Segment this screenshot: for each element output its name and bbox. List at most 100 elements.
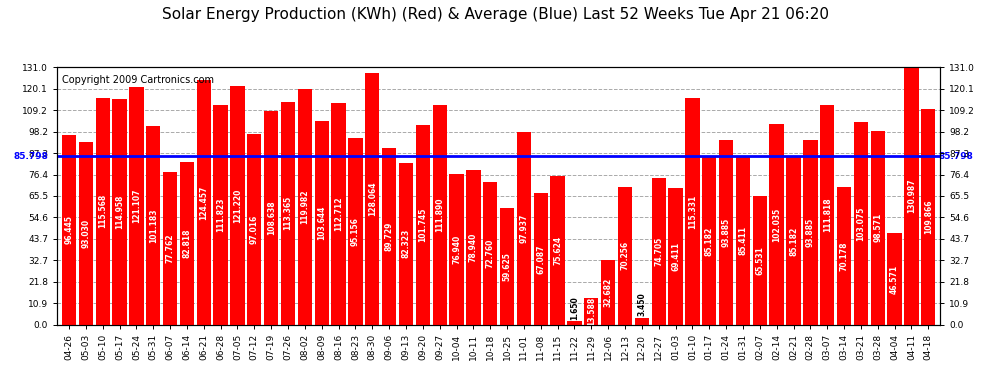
Bar [197,80,211,325]
Text: 96.445: 96.445 [64,216,73,244]
Bar [517,132,531,325]
Text: 95.156: 95.156 [350,217,360,246]
Bar [416,125,430,325]
Bar [449,174,463,325]
Text: 119.982: 119.982 [300,190,310,224]
Text: 101.183: 101.183 [148,208,157,243]
Bar [163,172,177,325]
Bar [399,163,413,325]
Bar [281,102,295,325]
Bar [113,99,127,325]
Text: 67.087: 67.087 [537,244,545,273]
Bar [736,157,750,325]
Bar [803,140,818,325]
Text: 85.182: 85.182 [705,226,714,256]
Text: 75.624: 75.624 [553,236,562,265]
Text: 114.958: 114.958 [115,195,124,229]
Bar [382,148,396,325]
Bar [769,124,784,325]
Bar [837,187,851,325]
Text: 82.818: 82.818 [182,229,191,258]
Bar [702,157,717,325]
Text: 93.885: 93.885 [806,218,815,247]
Bar [264,111,278,325]
Bar [584,298,599,325]
Text: 77.762: 77.762 [165,234,174,263]
Text: 97.016: 97.016 [249,215,258,244]
Text: 85.182: 85.182 [789,226,798,256]
Text: Copyright 2009 Cartronics.com: Copyright 2009 Cartronics.com [61,75,214,85]
Text: 72.760: 72.760 [486,238,495,268]
Bar [904,67,919,325]
Bar [180,162,194,325]
Text: 102.035: 102.035 [772,207,781,242]
Text: 46.571: 46.571 [890,264,899,294]
Text: 69.411: 69.411 [671,242,680,271]
Text: 70.256: 70.256 [621,241,630,270]
Text: Solar Energy Production (KWh) (Red) & Average (Blue) Last 52 Weeks Tue Apr 21 06: Solar Energy Production (KWh) (Red) & Av… [161,8,829,22]
Text: 76.940: 76.940 [452,234,461,264]
Text: 82.323: 82.323 [402,229,411,258]
Text: 74.705: 74.705 [654,237,663,266]
Bar [315,121,329,325]
Text: 1.650: 1.650 [570,296,579,320]
Bar [231,87,245,325]
Text: 130.987: 130.987 [907,178,916,213]
Text: 93.885: 93.885 [722,218,731,247]
Text: 93.030: 93.030 [81,219,90,248]
Text: 103.075: 103.075 [856,206,865,241]
Bar [332,103,346,325]
Bar [887,233,902,325]
Text: 111.823: 111.823 [216,198,225,232]
Text: 111.818: 111.818 [823,198,832,232]
Text: 109.866: 109.866 [924,200,933,234]
Bar [61,135,76,325]
Text: 98.571: 98.571 [873,213,882,243]
Text: 121.107: 121.107 [132,189,141,223]
Text: 124.457: 124.457 [199,185,208,220]
Text: 85.798: 85.798 [14,152,49,160]
Text: 115.568: 115.568 [98,194,107,228]
Bar [78,142,93,325]
Bar [820,105,835,325]
Text: 103.644: 103.644 [317,206,327,240]
Bar [567,321,582,325]
Bar [668,188,683,325]
Bar [500,207,514,325]
Bar [248,134,261,325]
Text: 85.411: 85.411 [739,226,747,255]
Bar [651,178,666,325]
Text: 59.625: 59.625 [503,252,512,280]
Bar [550,176,564,325]
Text: 97.937: 97.937 [520,214,529,243]
Bar [870,131,885,325]
Bar [433,105,446,325]
Bar [348,138,362,325]
Text: 115.331: 115.331 [688,194,697,228]
Bar [147,126,160,325]
Text: 121.220: 121.220 [233,188,242,223]
Text: 3.450: 3.450 [638,292,646,316]
Text: 13.588: 13.588 [587,297,596,326]
Bar [365,73,379,325]
Text: 111.890: 111.890 [436,198,445,232]
Bar [483,182,497,325]
Text: 85.798: 85.798 [939,152,973,160]
Bar [214,105,228,325]
Text: 112.712: 112.712 [334,197,344,231]
Text: 32.682: 32.682 [604,278,613,307]
Text: 113.365: 113.365 [283,196,292,231]
Bar [635,318,649,325]
Bar [921,109,936,325]
Text: 101.745: 101.745 [419,207,428,242]
Text: 128.064: 128.064 [367,182,377,216]
Bar [534,193,547,325]
Bar [685,98,700,325]
Bar [298,89,312,325]
Bar [601,261,616,325]
Bar [618,187,633,325]
Text: 70.178: 70.178 [840,241,848,270]
Bar [752,196,767,325]
Bar [95,98,110,325]
Bar [130,87,144,325]
